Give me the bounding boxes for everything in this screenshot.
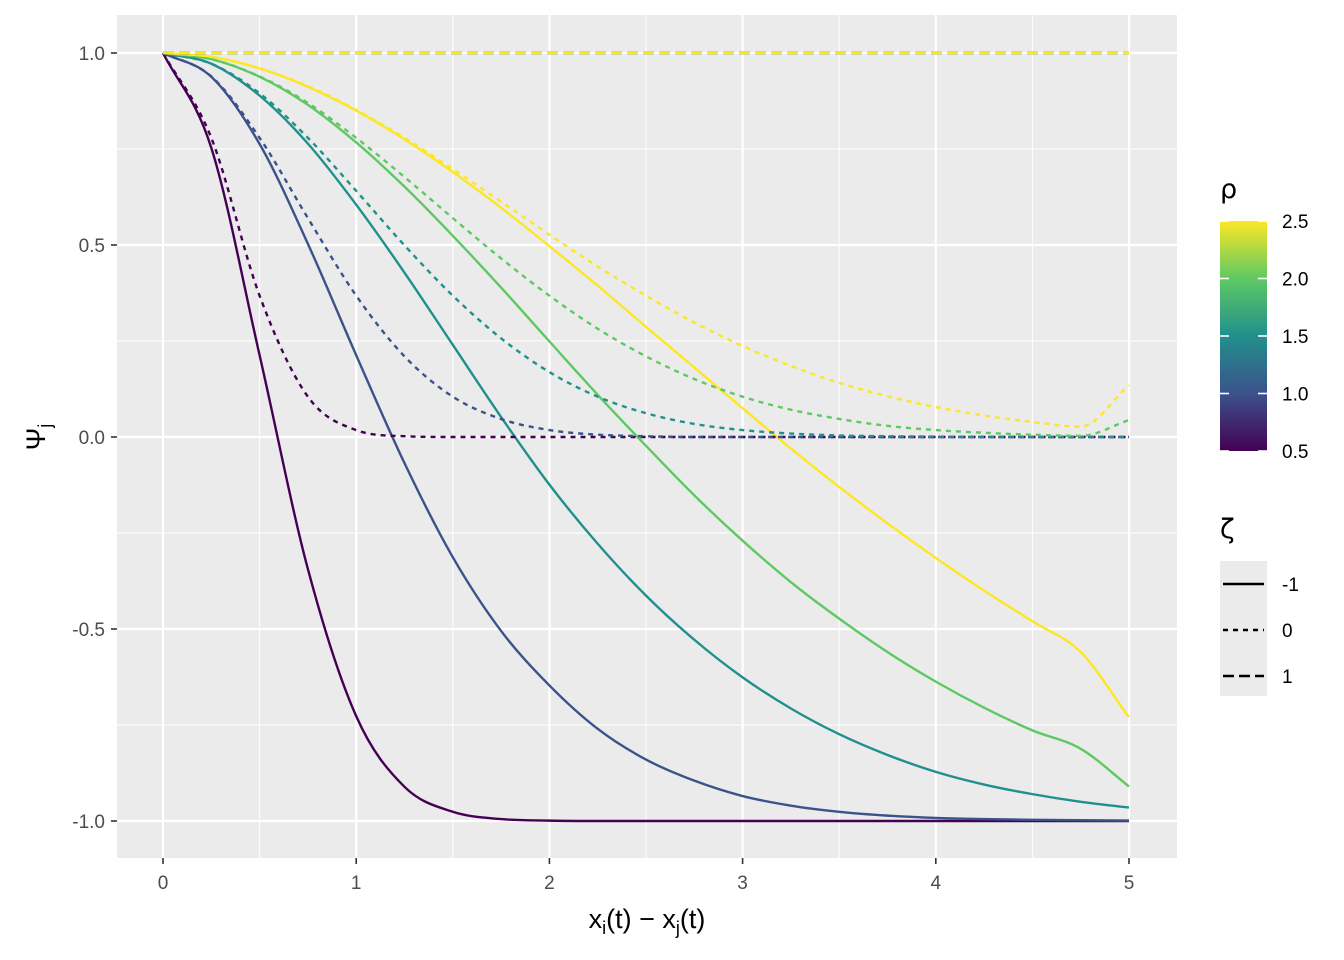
legend-color-tick-label: 2.0 (1282, 270, 1308, 291)
legend-linetype-label: 1 (1282, 667, 1293, 688)
series-layer (161, 51, 1130, 823)
y-tick-label: 0.0 (79, 428, 105, 449)
y-axis-title-base: Ψ (21, 428, 51, 451)
y-axis-title-sub: j (35, 424, 55, 429)
x-tick-label: 2 (544, 873, 555, 894)
series-line-rho-0.5-zeta-0 (161, 52, 1129, 439)
legend-color-tick-label: 1.5 (1282, 327, 1308, 348)
legend-linetype-title: ζ (1220, 514, 1235, 545)
legend-linetype-label: 0 (1282, 621, 1293, 642)
x-axis-title-sub2: j (675, 918, 680, 938)
y-axis: -1.0 -0.5 0.0 0.5 1.0 (72, 44, 117, 833)
legend-linetype-label: -1 (1282, 575, 1299, 596)
series-line-rho-0.5-zeta--1 (161, 52, 1129, 823)
series-line-rho-1-zeta--1 (162, 51, 1130, 822)
legend-color-title: ρ (1220, 174, 1237, 205)
legend-linetype-keys: -1 0 1 (1223, 575, 1299, 688)
x-tick-label: 1 (351, 873, 362, 894)
legend-color-tick-label: 0.5 (1282, 442, 1308, 463)
y-axis-title: Ψj (21, 424, 55, 451)
legend-linetype: ζ -1 0 1 (1220, 514, 1299, 696)
x-axis-title-sub1: i (602, 918, 606, 938)
legend-color: ρ 2.5 2.0 1.5 1.0 0.5 (1220, 174, 1308, 463)
y-tick-label: 0.5 (79, 236, 105, 257)
x-axis-title-mid: (t) − x (606, 904, 676, 934)
x-tick-label: 0 (158, 873, 169, 894)
x-tick-label: 4 (931, 873, 942, 894)
legend-color-tick-label: 1.0 (1282, 385, 1308, 406)
y-tick-label: -0.5 (72, 620, 105, 641)
legend-color-tick-label: 2.5 (1282, 212, 1308, 233)
x-tick-label: 5 (1124, 873, 1135, 894)
y-tick-label: -1.0 (72, 812, 105, 833)
y-tick-label: 1.0 (79, 44, 105, 65)
series-line-rho-2-zeta-0 (162, 51, 1130, 438)
legend-color-ticks: 2.5 2.0 1.5 1.0 0.5 (1220, 212, 1308, 463)
series-line-rho-2.5-zeta--1 (162, 51, 1130, 719)
series-line-rho-1.5-zeta--1 (162, 51, 1130, 809)
x-axis-title-end: (t) (680, 904, 705, 934)
x-tick-label: 3 (737, 873, 748, 894)
series-line-rho-2-zeta--1 (162, 51, 1130, 788)
x-axis-title-base1: x (589, 904, 603, 934)
x-axis-title: xi(t) − xj(t) (589, 904, 706, 938)
x-axis: 0 1 2 3 4 5 (158, 858, 1135, 894)
